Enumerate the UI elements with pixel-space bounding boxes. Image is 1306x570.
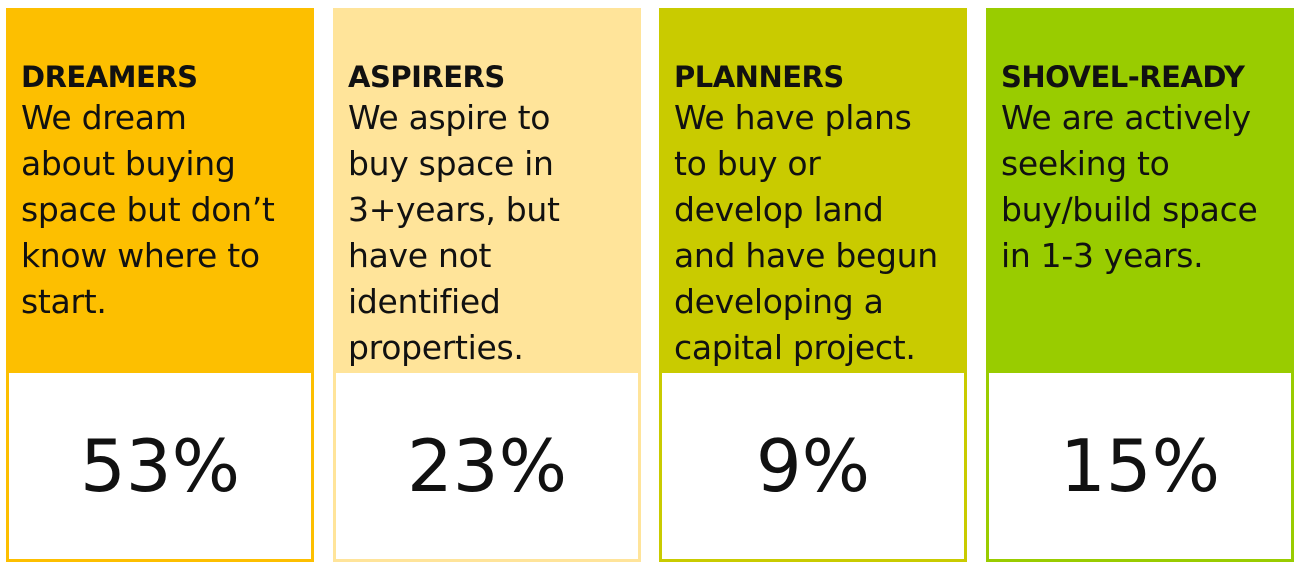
card: PLANNERS We have plans to buy or develop la…	[659, 8, 967, 562]
card-description: We aspire to	[348, 98, 551, 137]
card-value: 9%	[755, 424, 871, 508]
card-description: We are actively	[1001, 98, 1251, 137]
card-value: 23%	[406, 424, 568, 508]
card: SHOVEL-READY We are actively seeking to buy…	[986, 8, 1294, 562]
card-value: 15%	[1059, 424, 1221, 508]
card-description: We have plans	[674, 98, 912, 137]
card-description: seeking to	[1001, 144, 1170, 183]
card-value-box: 23%	[336, 373, 638, 559]
card-value-box: 9%	[662, 373, 964, 559]
card-description: buy/build space	[1001, 190, 1258, 229]
card-description: identified	[348, 282, 501, 321]
card-value: 53%	[79, 424, 241, 508]
card-header: ASPIRERS We aspire to buy space in 3+years,…	[336, 11, 638, 373]
card-title: DREAMERS	[21, 60, 198, 94]
card-description: about buying	[21, 144, 236, 183]
card-header: DREAMERS We dream about buying space but do…	[9, 11, 311, 373]
card-description: buy space in	[348, 144, 554, 183]
card-description: space but don’t	[21, 190, 275, 229]
card-header: SHOVEL-READY We are actively seeking to buy…	[989, 11, 1291, 373]
card-value-box: 15%	[989, 373, 1291, 559]
card-description: have not	[348, 236, 492, 275]
card-description: in 1-3 years.	[1001, 236, 1204, 275]
card-description: capital project.	[674, 328, 916, 367]
card-description: 3+years, but	[348, 190, 560, 229]
card-description: and have begun	[674, 236, 938, 275]
card: DREAMERS We dream about buying space but do…	[6, 8, 314, 562]
card-description: start.	[21, 282, 107, 321]
card-description: We dream	[21, 98, 187, 137]
card-title: SHOVEL-READY	[1001, 60, 1245, 94]
card-title: PLANNERS	[674, 60, 844, 94]
card-description: properties.	[348, 328, 524, 367]
card-value-box: 53%	[9, 373, 311, 559]
card: ASPIRERS We aspire to buy space in 3+years,…	[333, 8, 641, 562]
card-title: ASPIRERS	[348, 60, 505, 94]
card-description: to buy or	[674, 144, 821, 183]
card-description: develop land	[674, 190, 884, 229]
card-description: know where to	[21, 236, 260, 275]
card-description: developing a	[674, 282, 884, 321]
card-header: PLANNERS We have plans to buy or develop la…	[662, 11, 964, 373]
